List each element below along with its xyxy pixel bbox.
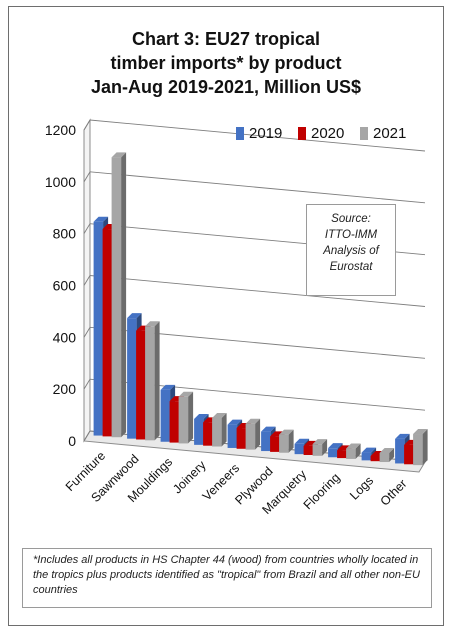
bar-top <box>227 419 243 425</box>
legend-swatch <box>298 127 306 140</box>
source-line-1: Source: <box>331 213 371 225</box>
chart-title-line-1: Chart 3: EU27 tropical <box>131 29 321 49</box>
source-line-4: Eurostat <box>329 261 373 273</box>
chart-title-line-2: timber imports* by product <box>110 53 342 73</box>
bar <box>236 428 247 449</box>
bar-side <box>154 321 160 441</box>
bar <box>136 330 146 440</box>
x-tick-label: Logs <box>347 474 376 503</box>
y-tick-label: 600 <box>53 278 77 294</box>
bar-top <box>194 413 209 419</box>
bar-side <box>422 429 428 466</box>
gridline <box>83 378 426 411</box>
bar-side <box>322 439 328 456</box>
bar-top <box>279 429 294 435</box>
footnote: *Includes all products in HS Chapter 44 … <box>22 548 432 608</box>
bar-top <box>413 429 428 435</box>
bar <box>413 434 423 466</box>
bar <box>169 401 180 443</box>
bar-top <box>93 216 109 222</box>
source-note: Source: ITTO-IMM Analysis of Eurostat <box>306 204 396 296</box>
bar <box>227 424 238 448</box>
bar-top <box>127 313 142 319</box>
y-tick-label: 1000 <box>45 174 76 190</box>
bar-top <box>245 418 261 424</box>
bar-top <box>160 384 176 390</box>
y-tick-label: 0 <box>68 433 76 449</box>
chart-title-line-3: Jan-Aug 2019-2021, Million US$ <box>90 77 362 97</box>
bar-side <box>288 429 294 453</box>
bar <box>93 221 104 436</box>
legend-label: 2021 <box>373 125 406 142</box>
bar-top <box>346 443 361 449</box>
bar <box>328 448 338 458</box>
y-tick-label: 800 <box>53 226 77 242</box>
bar-top <box>294 438 310 444</box>
bar <box>370 456 381 462</box>
y-axis-ticks: 0 200 400 600 800 1000 1200 <box>45 122 76 449</box>
bar <box>178 396 189 444</box>
bar-top <box>178 391 194 397</box>
bar <box>203 422 213 446</box>
bar <box>346 448 356 459</box>
chart-frame: Chart 3: EU27 tropical timber imports* b… <box>8 6 444 626</box>
x-tick-label: Other <box>378 477 410 509</box>
legend: 2019 2020 2021 <box>236 125 406 142</box>
bar <box>337 450 347 459</box>
bar-top <box>212 413 227 419</box>
bar <box>303 445 314 455</box>
bar <box>395 438 405 464</box>
legend-label: 2019 <box>249 125 282 142</box>
bar <box>404 444 414 465</box>
gridline <box>83 275 426 307</box>
bar-top <box>361 447 377 453</box>
bar <box>145 326 155 441</box>
legend-swatch <box>236 127 244 140</box>
legend-label: 2020 <box>311 125 344 142</box>
bar-side <box>389 447 395 463</box>
bar-top <box>379 447 395 453</box>
bar-top <box>270 431 285 437</box>
bar <box>194 418 204 445</box>
bar <box>270 436 280 452</box>
bar-top <box>303 440 319 446</box>
gridline <box>83 119 426 152</box>
bar <box>294 443 305 455</box>
bar-side <box>188 391 194 444</box>
bar <box>111 157 122 438</box>
source-line-2: ITTO-IMM <box>324 229 378 241</box>
bar-top <box>328 443 343 449</box>
bar-side <box>221 413 227 447</box>
bar <box>102 229 113 437</box>
bar-top <box>337 445 352 451</box>
bar-top <box>261 426 276 432</box>
y-tick-label: 200 <box>53 381 77 397</box>
bars <box>93 152 428 466</box>
y-tick-label: 400 <box>53 329 77 345</box>
bar-top <box>395 433 410 439</box>
bar-top <box>312 439 328 445</box>
bar <box>261 431 271 452</box>
bar <box>212 418 222 447</box>
chart-title: Chart 3: EU27 tropical timber imports* b… <box>9 27 443 99</box>
bar <box>312 444 323 456</box>
y-tick-label: 1200 <box>45 122 76 138</box>
legend-swatch <box>360 127 368 140</box>
bar <box>361 452 372 461</box>
bar-top <box>145 321 160 327</box>
gridline <box>83 171 426 204</box>
source-line-3: Analysis of <box>323 245 379 257</box>
bar-side <box>121 152 127 438</box>
gridline <box>83 326 426 359</box>
bar <box>127 318 137 439</box>
bar-top <box>111 152 127 158</box>
bar <box>379 452 390 463</box>
bar <box>279 434 289 453</box>
bar-side <box>255 418 261 450</box>
bar <box>245 423 256 450</box>
bar-side <box>355 443 361 459</box>
bar <box>160 389 171 442</box>
